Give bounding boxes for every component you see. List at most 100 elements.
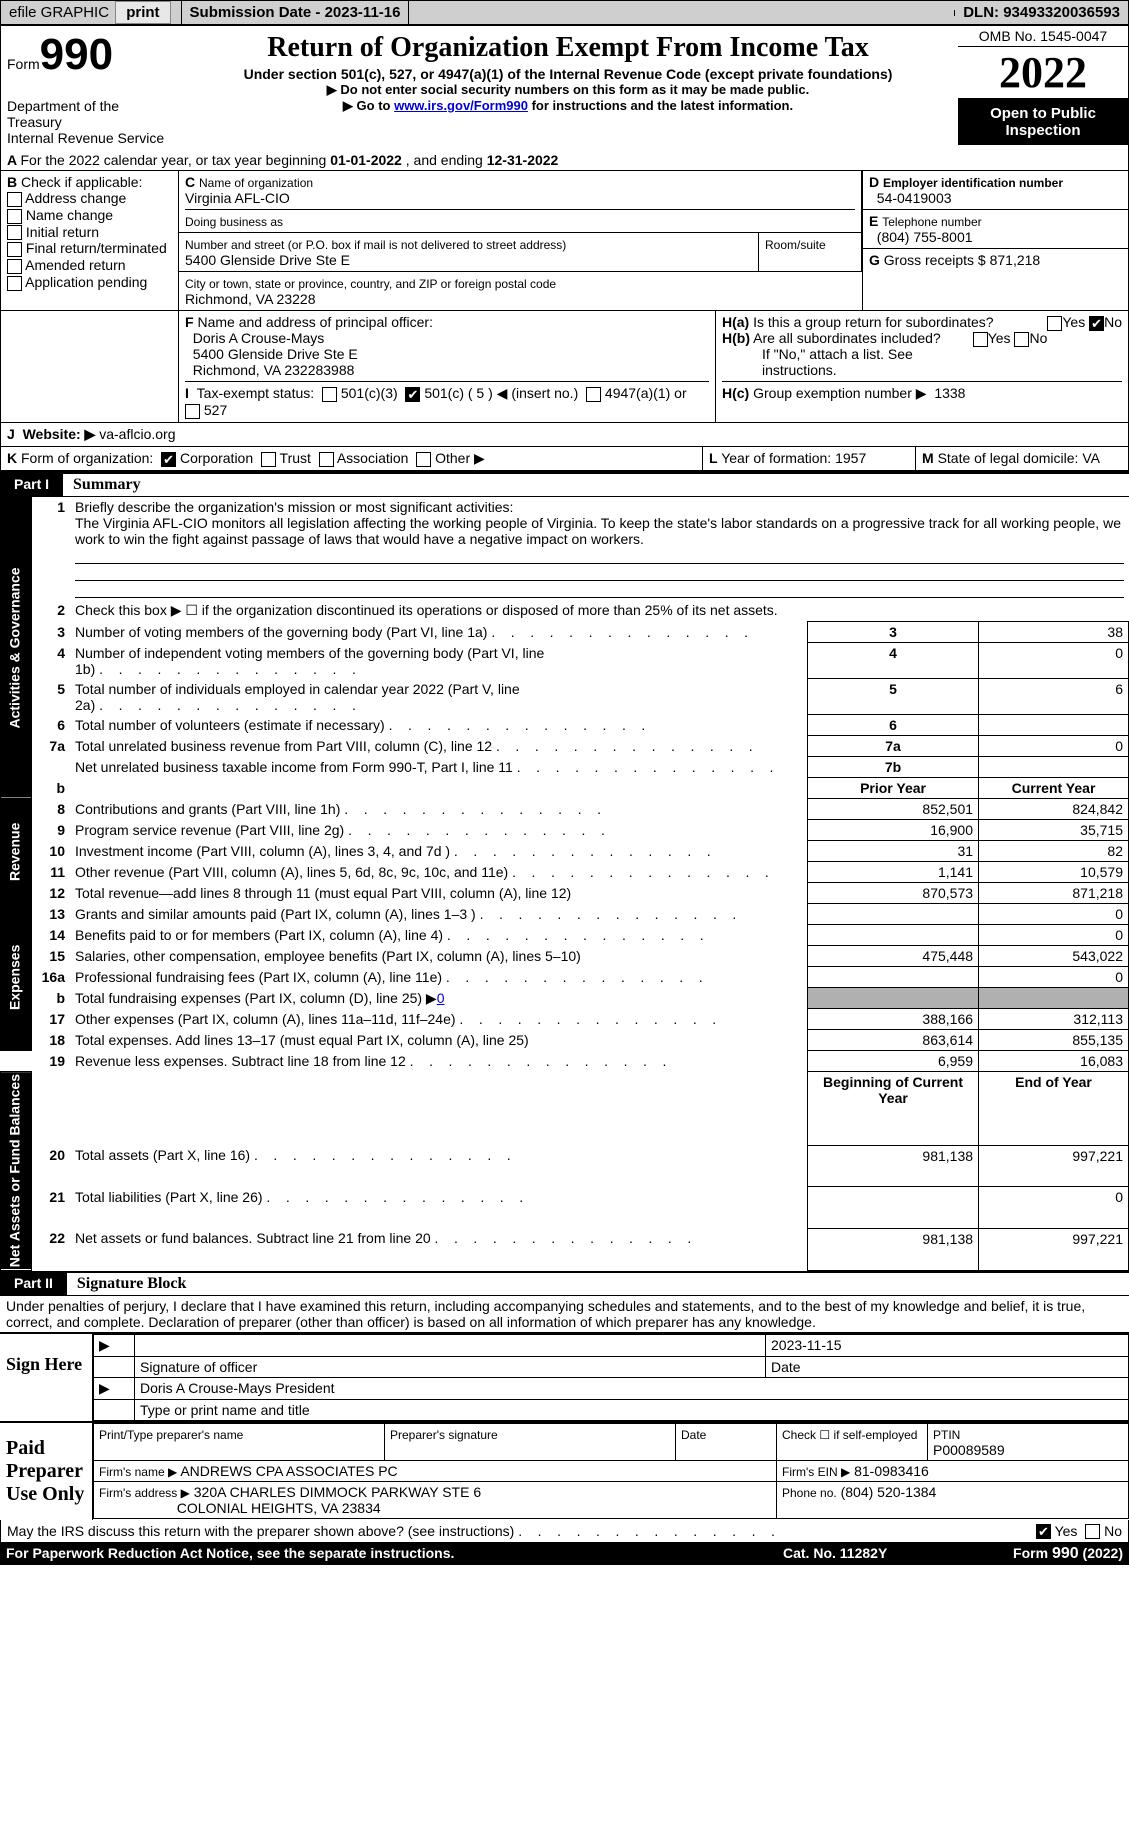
summary-table: Activities & Governance 1 Briefly descri… — [0, 497, 1129, 1271]
line-16b-val: 0 — [437, 990, 445, 1006]
line-21-v1 — [808, 1187, 979, 1229]
goto-post: for instructions and the latest informat… — [528, 98, 793, 113]
line-11-v2: 10,579 — [979, 862, 1129, 883]
line-17-v1: 388,166 — [808, 1009, 979, 1030]
h-c-label: Group exemption number ▶ — [753, 385, 926, 401]
cb-other[interactable] — [416, 452, 431, 467]
form-header: Form990 Department of the Treasury Inter… — [0, 25, 1129, 150]
line-8-v1: 852,501 — [808, 799, 979, 820]
officer-city: Richmond, VA 232283988 — [193, 362, 355, 378]
gross-receipts-label: Gross receipts $ — [884, 252, 986, 268]
section-net: Net Assets or Fund Balances — [1, 1072, 32, 1270]
line-7b-desc: Net unrelated business taxable income fr… — [70, 757, 808, 778]
discuss-yes: Yes — [1055, 1523, 1078, 1539]
checkbox-initial-return[interactable] — [7, 225, 22, 240]
phone-value: (804) 755-8001 — [877, 229, 973, 245]
section-revenue: Revenue — [1, 799, 32, 904]
ein-value: 54-0419003 — [877, 190, 952, 206]
cb-corp[interactable]: ✔ — [161, 452, 176, 467]
cb-discuss-no[interactable] — [1085, 1524, 1100, 1539]
line-3-val: 38 — [979, 622, 1129, 643]
line-15-v2: 543,022 — [979, 946, 1129, 967]
col-prior: Prior Year — [808, 778, 979, 799]
cb-501c[interactable]: ✔ — [405, 387, 420, 402]
line-16a-v1 — [808, 967, 979, 988]
part1-bar: Part I Summary — [0, 472, 1129, 497]
no2: No — [1029, 330, 1047, 346]
h-b: Are all subordinates included? — [753, 330, 941, 346]
city-value: Richmond, VA 23228 — [185, 291, 316, 307]
line-19-v2: 16,083 — [979, 1051, 1129, 1072]
line-18-v1: 863,614 — [808, 1030, 979, 1051]
line-16a-v2: 0 — [979, 967, 1129, 988]
prep-name-label: Print/Type preparer's name — [99, 1428, 243, 1442]
line-13-v2: 0 — [979, 904, 1129, 925]
cb-4947[interactable] — [586, 387, 601, 402]
opt-amended: Amended return — [25, 257, 125, 273]
line-17-v2: 312,113 — [979, 1009, 1129, 1030]
box-h: H(a) Is this a group return for subordin… — [716, 311, 1128, 422]
section-expenses: Expenses — [1, 904, 32, 1051]
col-eoy: End of Year — [979, 1072, 1129, 1145]
box-f: F Name and address of principal officer:… — [179, 311, 716, 422]
line-6-box: 6 — [808, 715, 979, 736]
cb-ha-yes[interactable] — [1047, 316, 1062, 331]
officer-name: Doris A Crouse-Mays — [193, 330, 324, 346]
firm-addr2: COLONIAL HEIGHTS, VA 23834 — [177, 1500, 381, 1516]
line-10-v2: 82 — [979, 841, 1129, 862]
subtitle-1: Under section 501(c), 527, or 4947(a)(1)… — [186, 66, 950, 82]
paid-preparer-box: Paid Preparer Use Only Print/Type prepar… — [0, 1421, 1129, 1520]
checkbox-amended[interactable] — [7, 259, 22, 274]
line-12-v2: 871,218 — [979, 883, 1129, 904]
irs-label: Internal Revenue Service — [7, 130, 172, 146]
line-13-desc: Grants and similar amounts paid (Part IX… — [70, 904, 808, 925]
cb-501c3[interactable] — [322, 387, 337, 402]
opt-527: 527 — [204, 402, 227, 418]
opt-501c3: 501(c)(3) — [341, 385, 398, 401]
officer-signature-line[interactable] — [135, 1334, 766, 1356]
line-7a-box: 7a — [808, 736, 979, 757]
line-10-desc: Investment income (Part VIII, column (A)… — [70, 841, 808, 862]
mission-label: Briefly describe the organization's miss… — [75, 499, 513, 515]
paid-preparer-label: Paid Preparer Use Only — [0, 1423, 93, 1520]
firm-name: ANDREWS CPA ASSOCIATES PC — [180, 1463, 397, 1479]
line-10-v1: 31 — [808, 841, 979, 862]
form990-link[interactable]: www.irs.gov/Form990 — [394, 98, 528, 113]
print-button[interactable]: print — [115, 1, 170, 24]
checkbox-name-change[interactable] — [7, 209, 22, 224]
prep-date-label: Date — [681, 1428, 706, 1442]
line-17-desc: Other expenses (Part IX, column (A), lin… — [70, 1009, 808, 1030]
h-c-val: 1338 — [934, 385, 965, 401]
cb-trust[interactable] — [261, 452, 276, 467]
sign-here-box: Sign Here ▶ 2023-11-15 Signature of offi… — [0, 1332, 1129, 1421]
line-4-desc: Number of independent voting members of … — [70, 643, 808, 679]
cb-assoc[interactable] — [319, 452, 334, 467]
cb-hb-yes[interactable] — [973, 332, 988, 347]
h-b-note: If "No," attach a list. See instructions… — [722, 346, 1122, 378]
cb-527[interactable] — [185, 404, 200, 419]
line-9-desc: Program service revenue (Part VIII, line… — [70, 820, 808, 841]
line-21-v2: 0 — [979, 1187, 1129, 1229]
section-activities: Activities & Governance — [1, 497, 32, 799]
checkbox-final-return[interactable] — [7, 242, 22, 257]
line-14-desc: Benefits paid to or for members (Part IX… — [70, 925, 808, 946]
line-8-desc: Contributions and grants (Part VIII, lin… — [70, 799, 808, 820]
cb-ha-no[interactable]: ✔ — [1089, 316, 1104, 331]
checkbox-app-pending[interactable] — [7, 276, 22, 291]
checkbox-address-change[interactable] — [7, 192, 22, 207]
self-employed: Check ☐ if self-employed — [782, 1428, 917, 1442]
part1-label: Part I — [0, 474, 63, 496]
line-14-v2: 0 — [979, 925, 1129, 946]
gross-receipts-value: 871,218 — [990, 252, 1041, 268]
line-19-desc: Revenue less expenses. Subtract line 18 … — [70, 1051, 808, 1072]
cb-hb-no[interactable] — [1014, 332, 1029, 347]
line-4-box: 4 — [808, 643, 979, 679]
line-6-desc: Total number of volunteers (estimate if … — [70, 715, 808, 736]
footer-right: Form 990 (2022) — [963, 1545, 1123, 1563]
opt-name-change: Name change — [26, 207, 113, 223]
cb-discuss-yes[interactable]: ✔ — [1036, 1524, 1051, 1539]
no1: No — [1104, 314, 1122, 330]
footer-left: For Paperwork Reduction Act Notice, see … — [6, 1545, 783, 1563]
firm-ein-label: Firm's EIN ▶ — [782, 1465, 850, 1479]
opt-address-change: Address change — [25, 190, 126, 206]
